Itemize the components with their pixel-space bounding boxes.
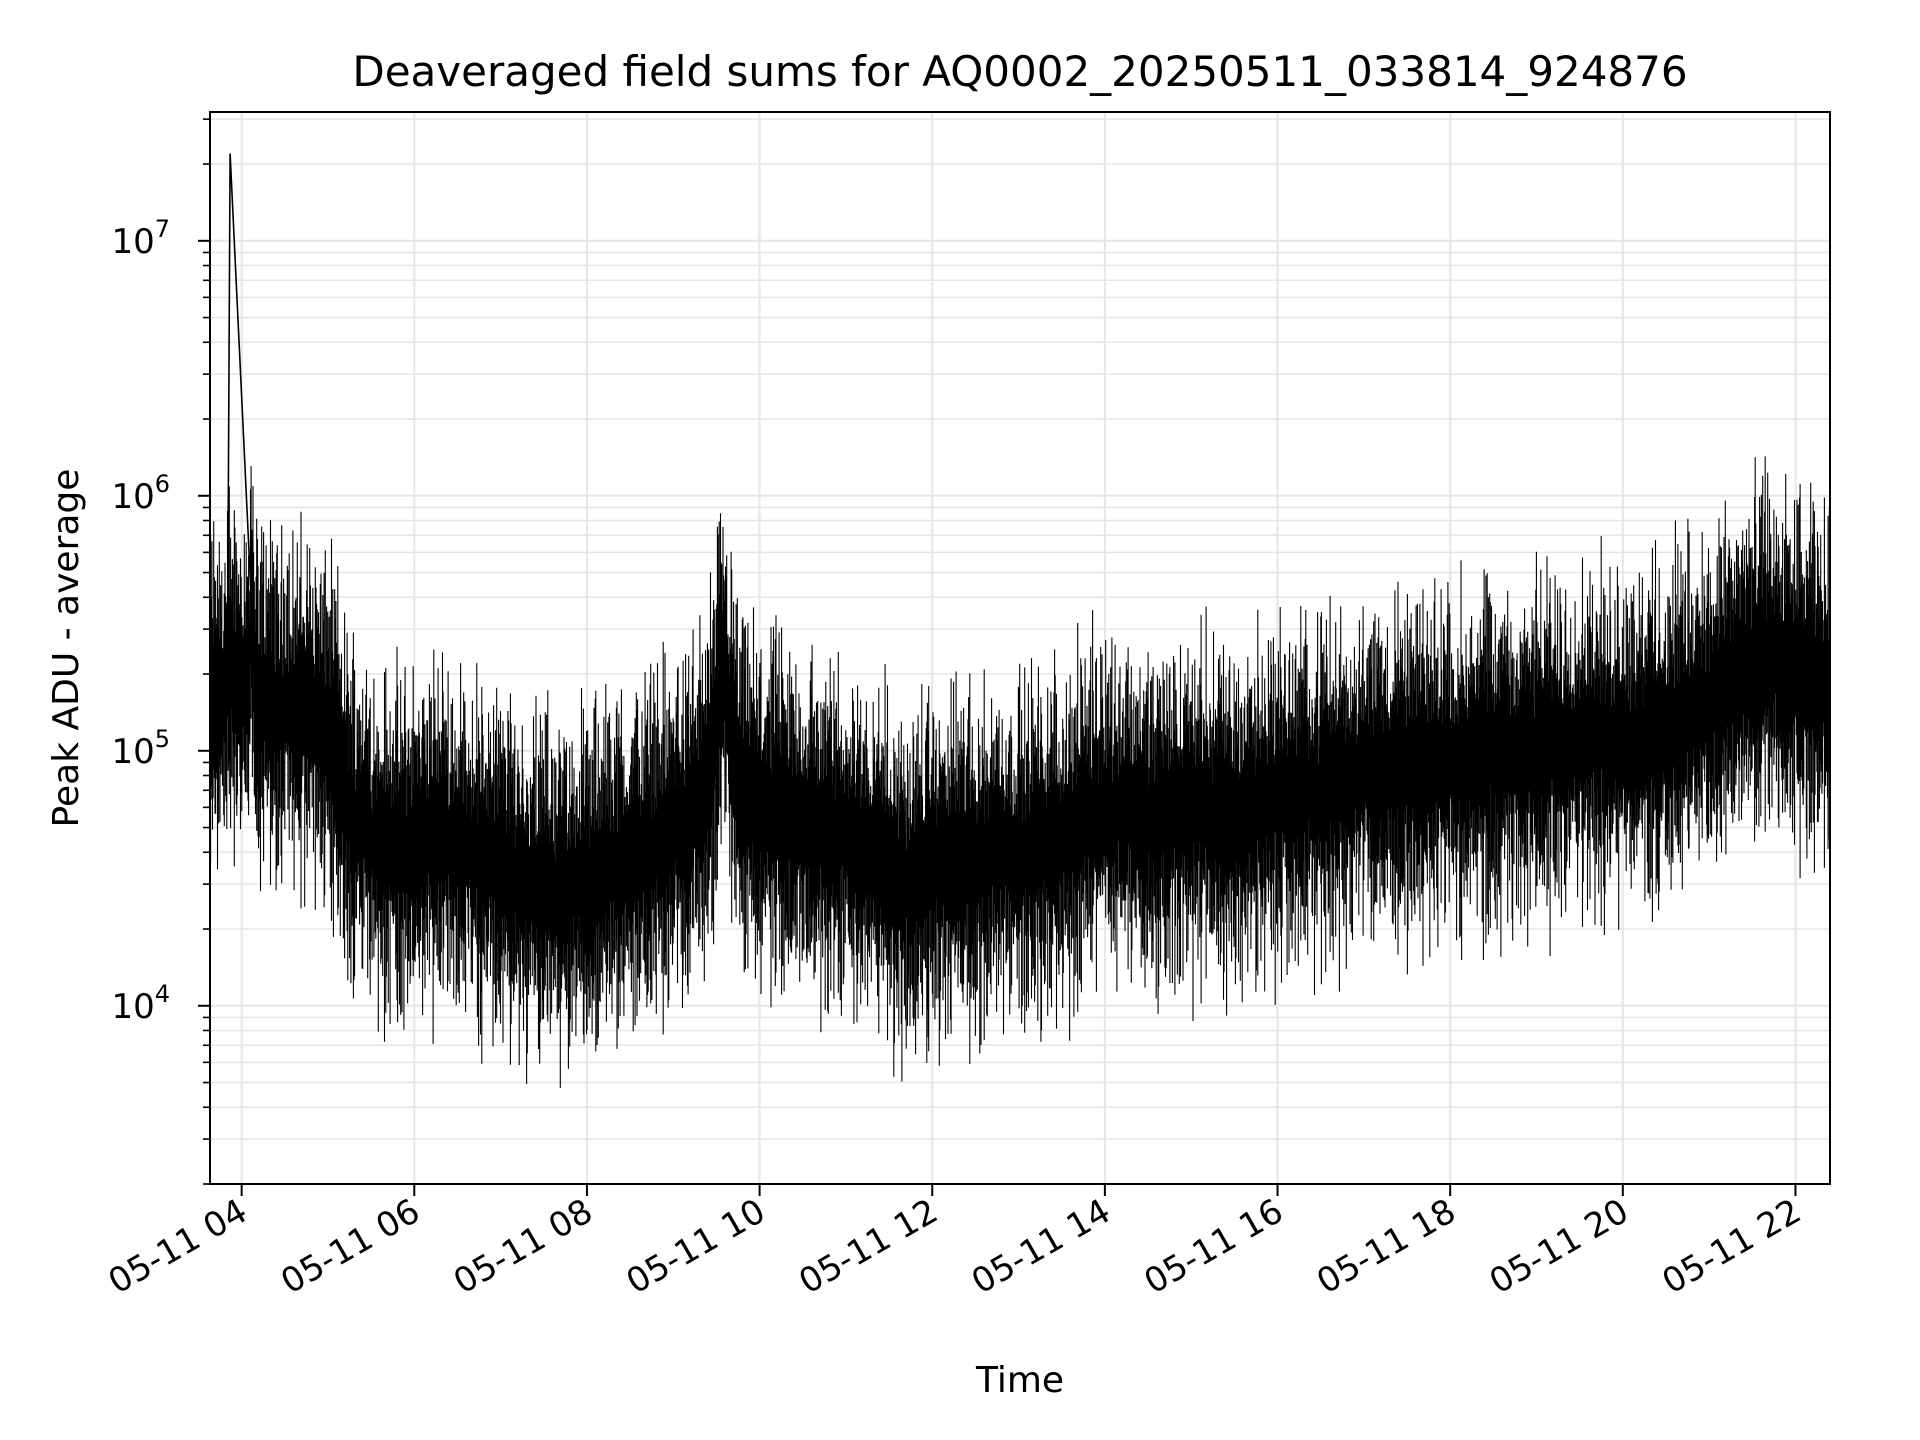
y-axis: 104 105 106 107	[111, 118, 210, 1185]
chart-title: Deaveraged field sums for AQ0002_2025051…	[352, 47, 1687, 96]
axes-frame	[209, 111, 1831, 1185]
plot-area	[210, 153, 1830, 1089]
series-line-0	[210, 153, 1830, 893]
y-tick-label: 106	[111, 470, 170, 517]
noise-strokes	[210, 456, 1830, 1089]
y-tick-label: 105	[111, 725, 170, 772]
y-tick-label: 107	[111, 215, 170, 262]
y-tick-label: 104	[111, 980, 170, 1027]
x-axis-label: Time	[975, 1360, 1064, 1401]
noise-band	[210, 456, 1830, 1089]
y-axis-label: Peak ADU - average	[46, 469, 87, 828]
